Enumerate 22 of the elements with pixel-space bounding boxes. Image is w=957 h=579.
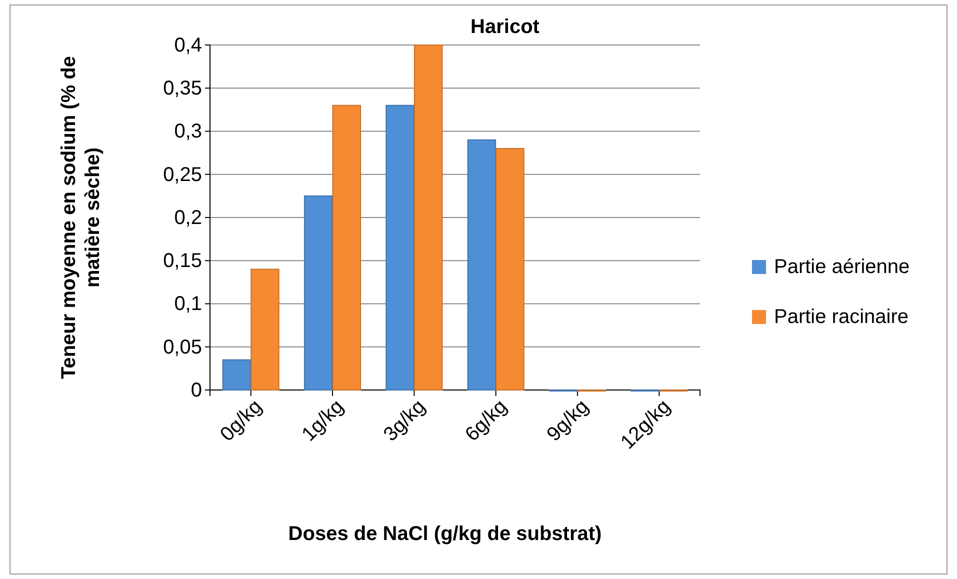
chart-title: Haricot: [470, 16, 540, 38]
y-tick-label: 0,05: [163, 336, 202, 358]
bar: [467, 139, 496, 390]
x-axis-title: Doses de NaCl (g/kg de substrat): [288, 523, 602, 545]
y-tick-label: 0,25: [163, 164, 202, 186]
y-tick-label: 0,2: [174, 206, 202, 229]
bar: [496, 148, 524, 390]
bar: [414, 44, 443, 390]
bar: [332, 104, 362, 390]
y-tick-label: 0,3: [174, 120, 202, 143]
legend-label: Partie racinaire: [774, 306, 909, 328]
y-axis-title: Teneur moyenne en sodium (% de matière sèche): [58, 56, 104, 380]
y-tick-label: 0,4: [174, 34, 202, 56]
y-tick-label: 0,1: [174, 293, 202, 316]
legend-label: Partie aérienne: [774, 256, 910, 278]
bar: [222, 359, 252, 390]
y-tick-label: 0,15: [163, 250, 202, 272]
bar: [250, 268, 280, 390]
bar: [386, 104, 414, 390]
bar: [304, 195, 333, 390]
y-tick-label: 0,35: [163, 78, 202, 100]
y-tick-label: 0: [190, 379, 202, 402]
